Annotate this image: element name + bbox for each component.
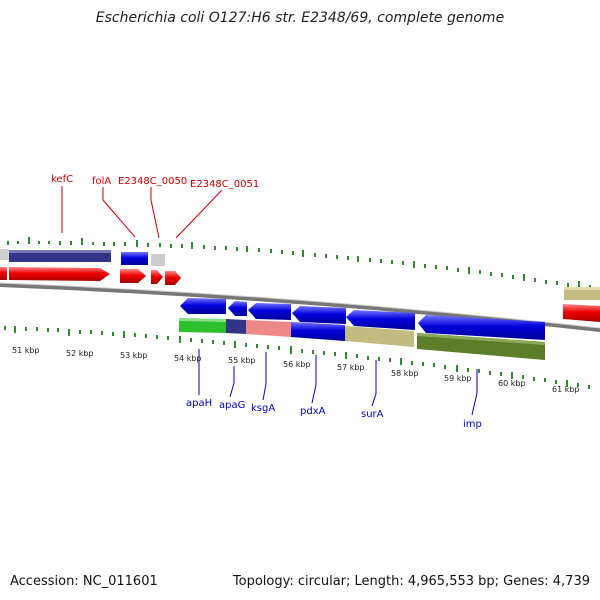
cog-block (564, 287, 600, 300)
gene-label-apaG: apaG (219, 400, 245, 411)
reverse-cog-track (179, 318, 545, 360)
cog-block-highlight (9, 250, 111, 253)
cds-arrow (418, 315, 545, 340)
cds-arrow (0, 267, 7, 280)
kbp-label: 61 kbp (552, 385, 580, 394)
cog-block (291, 322, 345, 341)
gene-label-apaH: apaH (186, 398, 212, 409)
cds-arrow (248, 303, 291, 320)
cds-arrow (228, 301, 247, 316)
cog-block (226, 319, 246, 334)
cds-arrow (120, 269, 146, 283)
forward-cog-track (0, 249, 600, 300)
kbp-label: 56 kbp (283, 360, 311, 369)
cog-block-highlight (564, 287, 600, 290)
kbp-label: 52 kbp (66, 349, 94, 358)
genome-title: Escherichia coli O127:H6 str. E2348/69, … (95, 10, 505, 26)
gene-label-folA: folA (92, 176, 111, 187)
gene-label-ksgA: ksgA (251, 403, 275, 414)
kbp-label: 54 kbp (174, 354, 202, 363)
cds-arrow (563, 304, 600, 322)
kbp-labels: 51 kbp 52 kbp 53 kbp 54 kbp 55 kbp 56 kb… (12, 346, 580, 394)
kbp-label: 55 kbp (228, 356, 256, 365)
gene-label-imp: imp (463, 419, 482, 430)
cds-arrow (180, 298, 226, 314)
cds-arrow (292, 306, 346, 324)
bottom-gene-leaders (198, 349, 478, 416)
accession-label: Accession: NC_011601 (10, 574, 158, 589)
top-gene-leaders (61, 186, 223, 239)
gene-label-E2348C_0050: E2348C_0050 (118, 176, 187, 187)
cds-arrow (165, 271, 181, 285)
cog-block (0, 249, 9, 260)
genome-backbone-highlight (0, 282, 600, 329)
topology-summary: Topology: circular; Length: 4,965,553 bp… (232, 574, 590, 589)
cds-arrow (9, 267, 110, 281)
gene-label-pdxA: pdxA (300, 406, 326, 417)
kbp-label: 51 kbp (12, 346, 40, 355)
kbp-label: 57 kbp (337, 363, 365, 372)
cog-block-highlight (179, 318, 226, 322)
gene-label-E2348C_0051: E2348C_0051 (190, 179, 259, 190)
gene-label-surA: surA (361, 409, 384, 420)
inner-tick-ring (4, 326, 590, 389)
reverse-cds-track (180, 298, 545, 340)
kbp-label: 58 kbp (391, 369, 419, 378)
cog-block (345, 326, 414, 347)
outer-tick-ring (7, 237, 591, 290)
cds-arrow (151, 270, 163, 284)
forward-cds-track (0, 267, 600, 322)
gene-label-kefC: kefC (51, 174, 73, 185)
cog-block (246, 320, 291, 337)
kbp-label: 59 kbp (444, 374, 472, 383)
kbp-label: 53 kbp (120, 351, 148, 360)
cds-arrow (346, 310, 415, 330)
kbp-label: 60 kbp (498, 379, 526, 388)
cog-block (121, 252, 148, 265)
cog-block (151, 254, 165, 266)
cog-block-highlight (417, 333, 545, 345)
